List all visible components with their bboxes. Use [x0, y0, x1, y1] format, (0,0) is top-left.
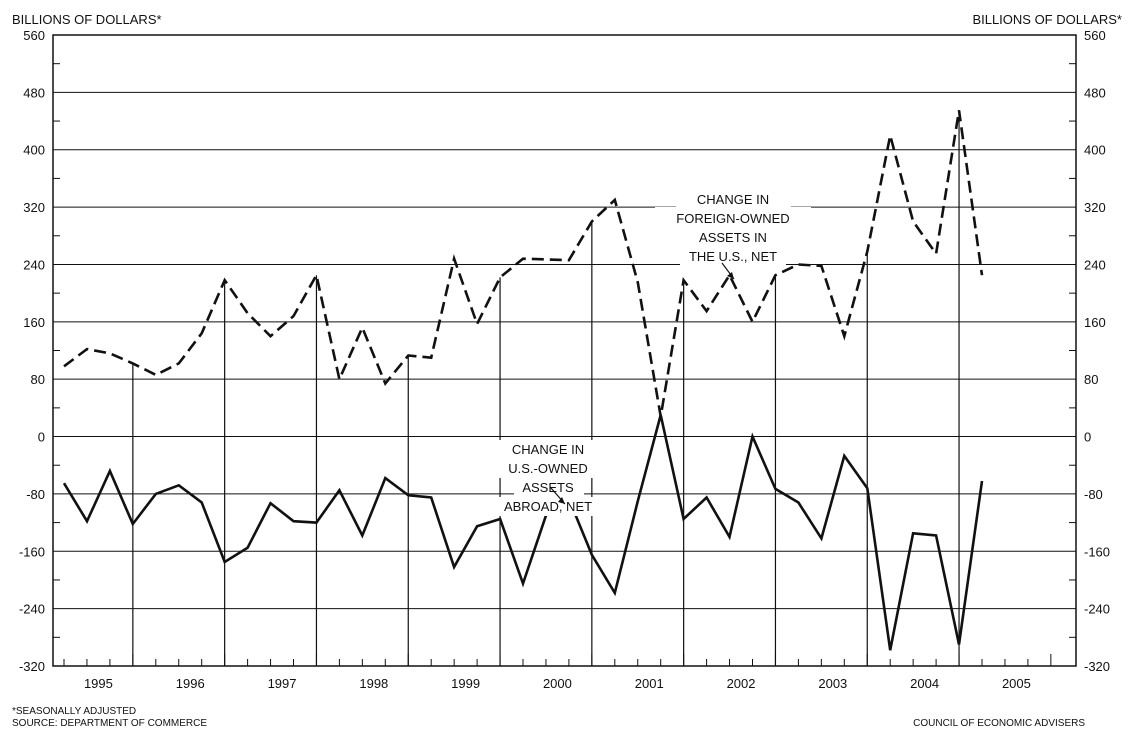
footnote-seasonal: *SEASONALLY ADJUSTED — [12, 706, 137, 717]
y-axis-label-right: BILLIONS OF DOLLARS* — [972, 12, 1122, 27]
annotation-mask — [514, 478, 584, 497]
annotation-mask — [676, 189, 791, 209]
y-tick-label: 80 — [31, 372, 45, 387]
annotation-foreign-line: ASSETS IN — [699, 230, 767, 245]
series-lines — [62, 110, 984, 651]
x-tick-label: 2001 — [635, 676, 664, 691]
y-tick-label: 400 — [23, 143, 45, 158]
y-tick-labels-left: 560 480 400 320 240 160 80 0 -80 -160 -240 -320 — [19, 28, 45, 674]
footnote-block: *SEASONALLY ADJUSTED SOURCE: DEPARTMENT … — [12, 706, 207, 730]
x-tick-label: 2004 — [910, 676, 939, 691]
y-tick-label: 0 — [38, 430, 45, 445]
annotation-foreign-line: FOREIGN-OWNED — [676, 211, 789, 226]
y-tick-label: 0 — [1084, 430, 1091, 445]
y-tick-label: 320 — [23, 200, 45, 215]
x-tick-label: 1996 — [176, 676, 205, 691]
annotation-arrowhead — [727, 272, 734, 279]
y-tick-label: 240 — [1084, 257, 1106, 272]
annotation-us-line: ABROAD, NET — [504, 499, 592, 514]
annotation-mask — [680, 245, 786, 265]
plot-frame — [52, 34, 1077, 667]
y-tick-label: 400 — [1084, 143, 1106, 158]
y-tick-label: 240 — [23, 257, 45, 272]
y-tick-label: 480 — [23, 85, 45, 100]
y-tick-label: 80 — [1084, 372, 1098, 387]
x-tick-label: 2002 — [727, 676, 756, 691]
year-separators — [132, 110, 960, 666]
annotation-mask — [494, 459, 604, 478]
x-tick-label: 1999 — [451, 676, 480, 691]
annotation-mask — [685, 226, 781, 246]
y-tick-label: 320 — [1084, 200, 1106, 215]
x-tick-label: 1997 — [268, 676, 297, 691]
annotation-arrowhead — [558, 497, 565, 504]
y-tick-label: 560 — [23, 28, 45, 43]
y-tick-label: 160 — [23, 315, 45, 330]
y-tick-label: -320 — [19, 659, 45, 674]
x-tick-label: 1995 — [84, 676, 113, 691]
annotation-us-line: CHANGE IN — [512, 442, 584, 457]
annotation-mask — [494, 440, 604, 459]
y-tick-label: -240 — [19, 602, 45, 617]
y-tick-label: -80 — [26, 487, 45, 502]
annotation-foreign-line: CHANGE IN — [697, 192, 769, 207]
y-tick-label: 160 — [1084, 315, 1106, 330]
annotation-us-line: ASSETS — [522, 480, 574, 495]
annotation-mask — [494, 497, 606, 516]
x-tick-label: 2000 — [543, 676, 572, 691]
y-tick-label: -160 — [19, 544, 45, 559]
x-tick-label: 2005 — [1002, 676, 1031, 691]
y-tick-label: 560 — [1084, 28, 1106, 43]
gridlines — [53, 34, 1076, 667]
footnote-credit: COUNCIL OF ECONOMIC ADVISERS — [913, 718, 1085, 729]
annotations: CHANGE IN FOREIGN-OWNED ASSETS IN THE U.S.,… — [494, 189, 811, 516]
y-tick-labels-right: 560 480 400 320 240 160 80 0 -80 -160 -240 -320 — [1084, 28, 1110, 674]
y-tick-label: 480 — [1084, 85, 1106, 100]
x-tick-label: 1998 — [359, 676, 388, 691]
annotation-us-line: U.S.-OWNED — [508, 461, 587, 476]
series-line-foreign — [63, 110, 984, 417]
annotation-foreign-line: THE U.S., NET — [689, 249, 777, 264]
x-tick-label: 2003 — [818, 676, 847, 691]
y-tick-label: -240 — [1084, 602, 1110, 617]
annotation-mask — [655, 207, 811, 227]
y-tick-label: -320 — [1084, 659, 1110, 674]
y-tick-label: -160 — [1084, 544, 1110, 559]
footnote-source: SOURCE: DEPARTMENT OF COMMERCE — [12, 718, 208, 729]
x-tick-labels: 1995 1996 1997 1998 1999 2000 2001 2002 2003 2004… — [84, 676, 1031, 691]
y-tick-label: -80 — [1084, 487, 1103, 502]
series-line-us — [62, 414, 984, 651]
y-axis-label-left: BILLIONS OF DOLLARS* — [12, 12, 162, 27]
tick-marks — [53, 63, 1076, 666]
